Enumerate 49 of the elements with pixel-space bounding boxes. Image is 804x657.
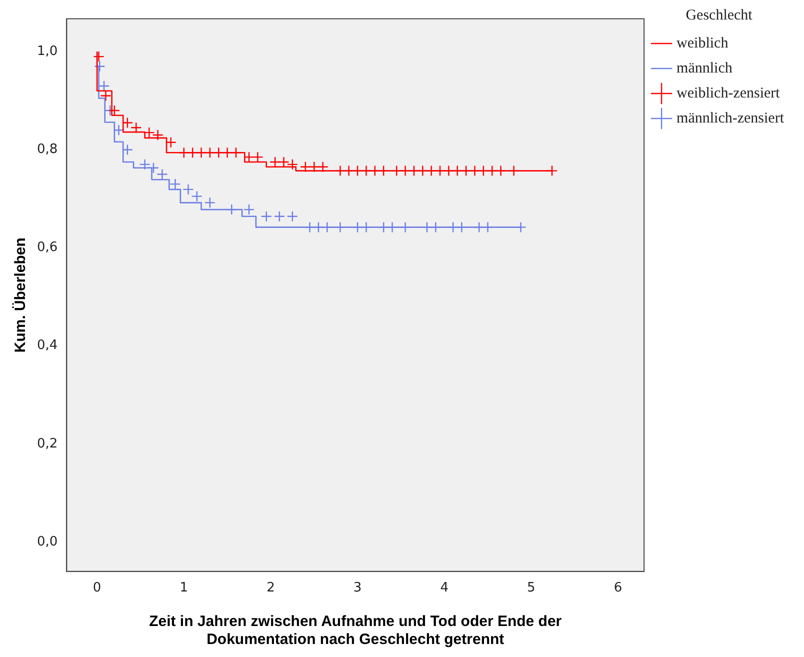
y-axis-title: Kum. Überleben	[12, 238, 30, 353]
y-tick-label: 0,2	[36, 436, 58, 452]
point	[243, 204, 255, 216]
point	[94, 60, 106, 72]
point	[182, 184, 194, 196]
x-tick-label: 5	[527, 580, 536, 596]
point	[308, 161, 320, 172]
point	[317, 161, 328, 172]
legend-label: weiblich	[676, 35, 729, 52]
point	[191, 190, 203, 202]
point	[93, 50, 104, 62]
legend-label: männlich	[676, 60, 733, 76]
point	[98, 80, 110, 92]
y-tick-label: 0,6	[36, 240, 58, 256]
x-tick-label: 0	[92, 580, 102, 596]
x-tick-label: 3	[353, 580, 362, 596]
x-tick-label: 2	[266, 580, 275, 596]
x-tick-label: 4	[440, 580, 448, 596]
legend-label: weiblich-zensiert	[676, 85, 781, 102]
point	[269, 156, 281, 168]
point	[286, 210, 298, 222]
point	[156, 168, 168, 180]
point	[278, 156, 290, 168]
point	[152, 129, 164, 141]
point	[100, 90, 112, 102]
y-tick-label: 0,0	[36, 534, 58, 550]
legend-title: Geschlecht	[686, 7, 754, 24]
x-tick-label: 6	[614, 580, 622, 596]
point	[108, 104, 120, 116]
point	[122, 117, 134, 128]
point	[204, 197, 216, 208]
point	[252, 151, 264, 163]
point	[300, 161, 312, 172]
point	[122, 144, 134, 156]
y-tick-label: 1,0	[36, 44, 58, 60]
point	[144, 126, 155, 138]
point	[165, 136, 176, 148]
y-tick-label: 0,4	[36, 338, 58, 354]
point	[139, 158, 150, 170]
x-tick-label: 1	[180, 580, 188, 596]
point	[274, 210, 285, 222]
point	[260, 210, 272, 222]
point	[130, 122, 142, 134]
point	[113, 124, 124, 136]
point	[286, 158, 298, 170]
point	[170, 178, 181, 190]
y-tick-label: 0,8	[36, 142, 58, 158]
x-axis-title: Zeit in Jahren zwischen Aufnahme und Tod oder Ende der Dokumentation nach Geschlecht getrennt	[149, 613, 562, 648]
legend-label: männlich-zensiert	[676, 110, 785, 126]
